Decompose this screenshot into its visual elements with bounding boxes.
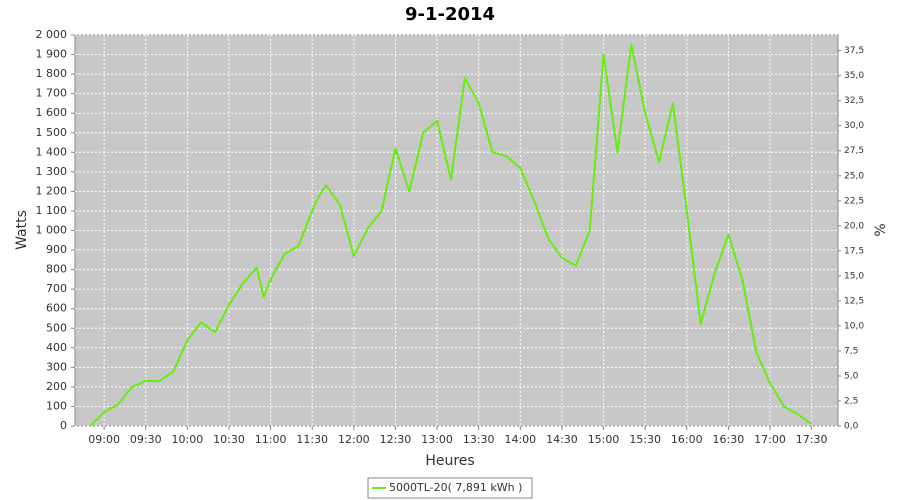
y2-tick-label: 10,0 — [844, 321, 864, 331]
y-tick-label: 2 000 — [36, 28, 68, 41]
y2-tick-label: 20,0 — [844, 221, 864, 231]
x-tick-label: 16:30 — [713, 433, 745, 446]
x-tick-label: 16:00 — [671, 433, 703, 446]
y-tick-label: 400 — [46, 341, 67, 354]
y-tick-label: 1 600 — [36, 106, 68, 119]
chart-title: 9-1-2014 — [405, 4, 495, 25]
x-tick-label: 17:00 — [754, 433, 786, 446]
x-tick-label: 12:30 — [380, 433, 412, 446]
x-tick-label: 10:00 — [172, 433, 204, 446]
y2-tick-label: 32,5 — [844, 96, 864, 106]
x-axis-label: Heures — [425, 453, 474, 469]
y-tick-label: 600 — [46, 302, 67, 315]
y2-tick-label: 0,0 — [844, 422, 859, 432]
x-tick-label: 14:30 — [546, 433, 578, 446]
y2-tick-label: 15,0 — [844, 271, 864, 281]
x-tick-label: 13:30 — [463, 433, 495, 446]
x-tick-label: 13:00 — [421, 433, 453, 446]
y-tick-label: 900 — [46, 243, 67, 256]
y2-tick-label: 35,0 — [844, 71, 864, 81]
y-tick-label: 200 — [46, 380, 67, 393]
x-tick-label: 09:00 — [88, 433, 120, 446]
y-tick-label: 800 — [46, 263, 67, 276]
x-tick-label: 10:30 — [213, 433, 245, 446]
y-tick-label: 1 100 — [36, 204, 68, 217]
y-tick-label: 100 — [46, 399, 67, 412]
y2-tick-label: 17,5 — [844, 246, 864, 256]
y2-tick-label: 30,0 — [844, 121, 864, 131]
x-tick-label: 17:30 — [796, 433, 828, 446]
y-tick-label: 1 900 — [36, 48, 68, 61]
x-tick-label: 14:00 — [504, 433, 536, 446]
data-line — [89, 43, 813, 427]
y-tick-label: 500 — [46, 321, 67, 334]
y2-tick-label: 7,5 — [844, 346, 858, 356]
x-tick-label: 15:00 — [588, 433, 620, 446]
y-tick-label: 1 300 — [36, 165, 68, 178]
x-tick-label: 09:30 — [130, 433, 162, 446]
y-tick-label: 1 200 — [36, 184, 68, 197]
y-tick-label: 1 000 — [36, 224, 68, 237]
y-axis-label: Watts — [14, 210, 30, 250]
y2-tick-label: 27,5 — [844, 146, 864, 156]
x-tick-label: 12:00 — [338, 433, 370, 446]
legend — [367, 477, 533, 499]
y-tick-label: 700 — [46, 282, 67, 295]
x-tick-label: 11:30 — [296, 433, 328, 446]
x-tick-label: 15:30 — [629, 433, 661, 446]
x-tick-label: 11:00 — [255, 433, 287, 446]
y-tick-label: 1 500 — [36, 126, 68, 139]
y-tick-label: 300 — [46, 360, 67, 373]
y-tick-label: 1 400 — [36, 145, 68, 158]
y2-tick-label: 37,5 — [844, 46, 864, 56]
legend-label: 5000TL-20( 7,891 kWh ) — [389, 481, 522, 494]
y2-axis-label: % — [873, 223, 889, 236]
y2-tick-label: 12,5 — [844, 296, 864, 306]
y2-tick-label: 5,0 — [844, 371, 859, 381]
y2-tick-label: 25,0 — [844, 171, 864, 181]
y-tick-label: 1 800 — [36, 67, 68, 80]
y2-tick-label: 22,5 — [844, 196, 864, 206]
y2-tick-label: 2,5 — [844, 396, 858, 406]
y-tick-label: 0 — [60, 419, 67, 432]
y-tick-label: 1 700 — [36, 87, 68, 100]
